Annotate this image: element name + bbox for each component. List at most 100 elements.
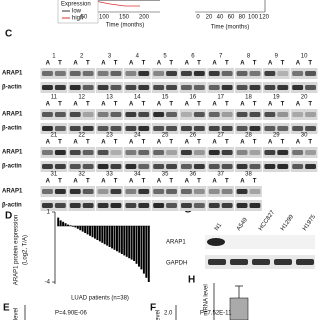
lane-label: A xyxy=(129,140,134,146)
blot-strip xyxy=(68,123,96,134)
bar xyxy=(64,223,67,226)
row-label: β-actin xyxy=(2,85,22,91)
band xyxy=(236,71,248,76)
bar xyxy=(123,226,126,256)
lane-number: 24 xyxy=(134,133,141,139)
blot-strip xyxy=(40,161,68,172)
band xyxy=(54,189,66,194)
band xyxy=(153,164,165,169)
lane-number: 21 xyxy=(51,133,58,139)
band xyxy=(82,71,94,76)
blot-strip xyxy=(151,68,179,79)
band xyxy=(110,189,122,194)
x-tick-label: 80 xyxy=(239,15,246,21)
bar xyxy=(79,226,82,231)
blot-strip xyxy=(235,68,262,79)
lane-label: T xyxy=(308,102,312,108)
bar xyxy=(86,226,89,235)
blot-strip xyxy=(96,200,123,211)
band xyxy=(236,203,248,208)
y-label: level xyxy=(14,308,20,320)
band xyxy=(292,112,304,117)
band xyxy=(221,112,233,117)
lane-label: T xyxy=(114,179,118,185)
band xyxy=(249,150,261,155)
lane-label: A xyxy=(101,102,106,108)
blot-strip xyxy=(96,123,123,134)
band xyxy=(264,164,276,169)
panel-label: E xyxy=(3,303,10,314)
band xyxy=(193,164,205,169)
lane-number: 13 xyxy=(106,95,113,101)
lane-label: A xyxy=(46,61,51,67)
x-tick-label: 60 xyxy=(228,15,235,21)
band xyxy=(54,85,66,90)
lane-number: 33 xyxy=(106,172,113,178)
band xyxy=(292,150,304,155)
bar xyxy=(103,226,106,245)
lane-label: A xyxy=(157,140,162,146)
lane-label: T xyxy=(169,61,173,67)
bar xyxy=(81,226,84,232)
lane-label: T xyxy=(86,102,90,108)
blot-strip xyxy=(207,200,235,211)
lane-number: 28 xyxy=(245,133,252,139)
band xyxy=(54,112,66,117)
lane-label: A xyxy=(73,102,78,108)
bar xyxy=(147,226,150,282)
blot-strip xyxy=(262,68,290,79)
band xyxy=(153,112,165,117)
blot-strip xyxy=(179,68,207,79)
band xyxy=(54,150,66,155)
lane-label: T xyxy=(169,102,173,108)
lane-number: 30 xyxy=(301,133,308,139)
band xyxy=(305,71,316,76)
blot-strip xyxy=(40,200,68,211)
band xyxy=(153,203,165,208)
blot-strip xyxy=(290,109,318,120)
lane-label: T xyxy=(142,102,146,108)
lane-label: T xyxy=(142,140,146,146)
lane-label: T xyxy=(253,179,257,185)
band xyxy=(82,112,94,117)
blot-strip xyxy=(179,147,207,158)
blot-strip xyxy=(179,109,207,120)
blot-strip xyxy=(179,123,207,134)
lane-label: A xyxy=(212,140,217,146)
x-tick-label: 40 xyxy=(217,15,224,21)
band xyxy=(264,85,276,90)
lane-number: 32 xyxy=(78,172,85,178)
lane-number: 2 xyxy=(80,54,84,60)
lane-label: A xyxy=(129,102,134,108)
bar xyxy=(76,226,79,229)
band xyxy=(221,85,233,90)
band xyxy=(125,164,137,169)
band xyxy=(138,126,150,131)
lane-label: T xyxy=(197,61,201,67)
legend-title: Expression xyxy=(61,2,91,8)
lane-label: T xyxy=(253,61,257,67)
x-tick-label: 50 xyxy=(81,15,88,21)
lane-label: T xyxy=(142,179,146,185)
lane-label: A xyxy=(73,179,78,185)
blot-strip xyxy=(40,82,68,93)
lane-label: T xyxy=(58,61,62,67)
lane-number: 11 xyxy=(51,95,58,101)
lane-label: A xyxy=(157,61,162,67)
band xyxy=(274,259,292,265)
lane-label: A xyxy=(73,140,78,146)
blot-strip xyxy=(262,82,290,93)
band xyxy=(166,203,177,208)
band xyxy=(125,71,137,76)
bar xyxy=(101,226,104,243)
y-label: level xyxy=(156,310,162,320)
blot-strip xyxy=(235,109,262,120)
band xyxy=(42,71,53,76)
band xyxy=(166,150,177,155)
band xyxy=(82,164,94,169)
panel-label: H xyxy=(188,275,195,286)
lane-label: A xyxy=(73,61,78,67)
blot-strip xyxy=(123,123,151,134)
blot-strip xyxy=(151,186,179,197)
band xyxy=(193,85,205,90)
